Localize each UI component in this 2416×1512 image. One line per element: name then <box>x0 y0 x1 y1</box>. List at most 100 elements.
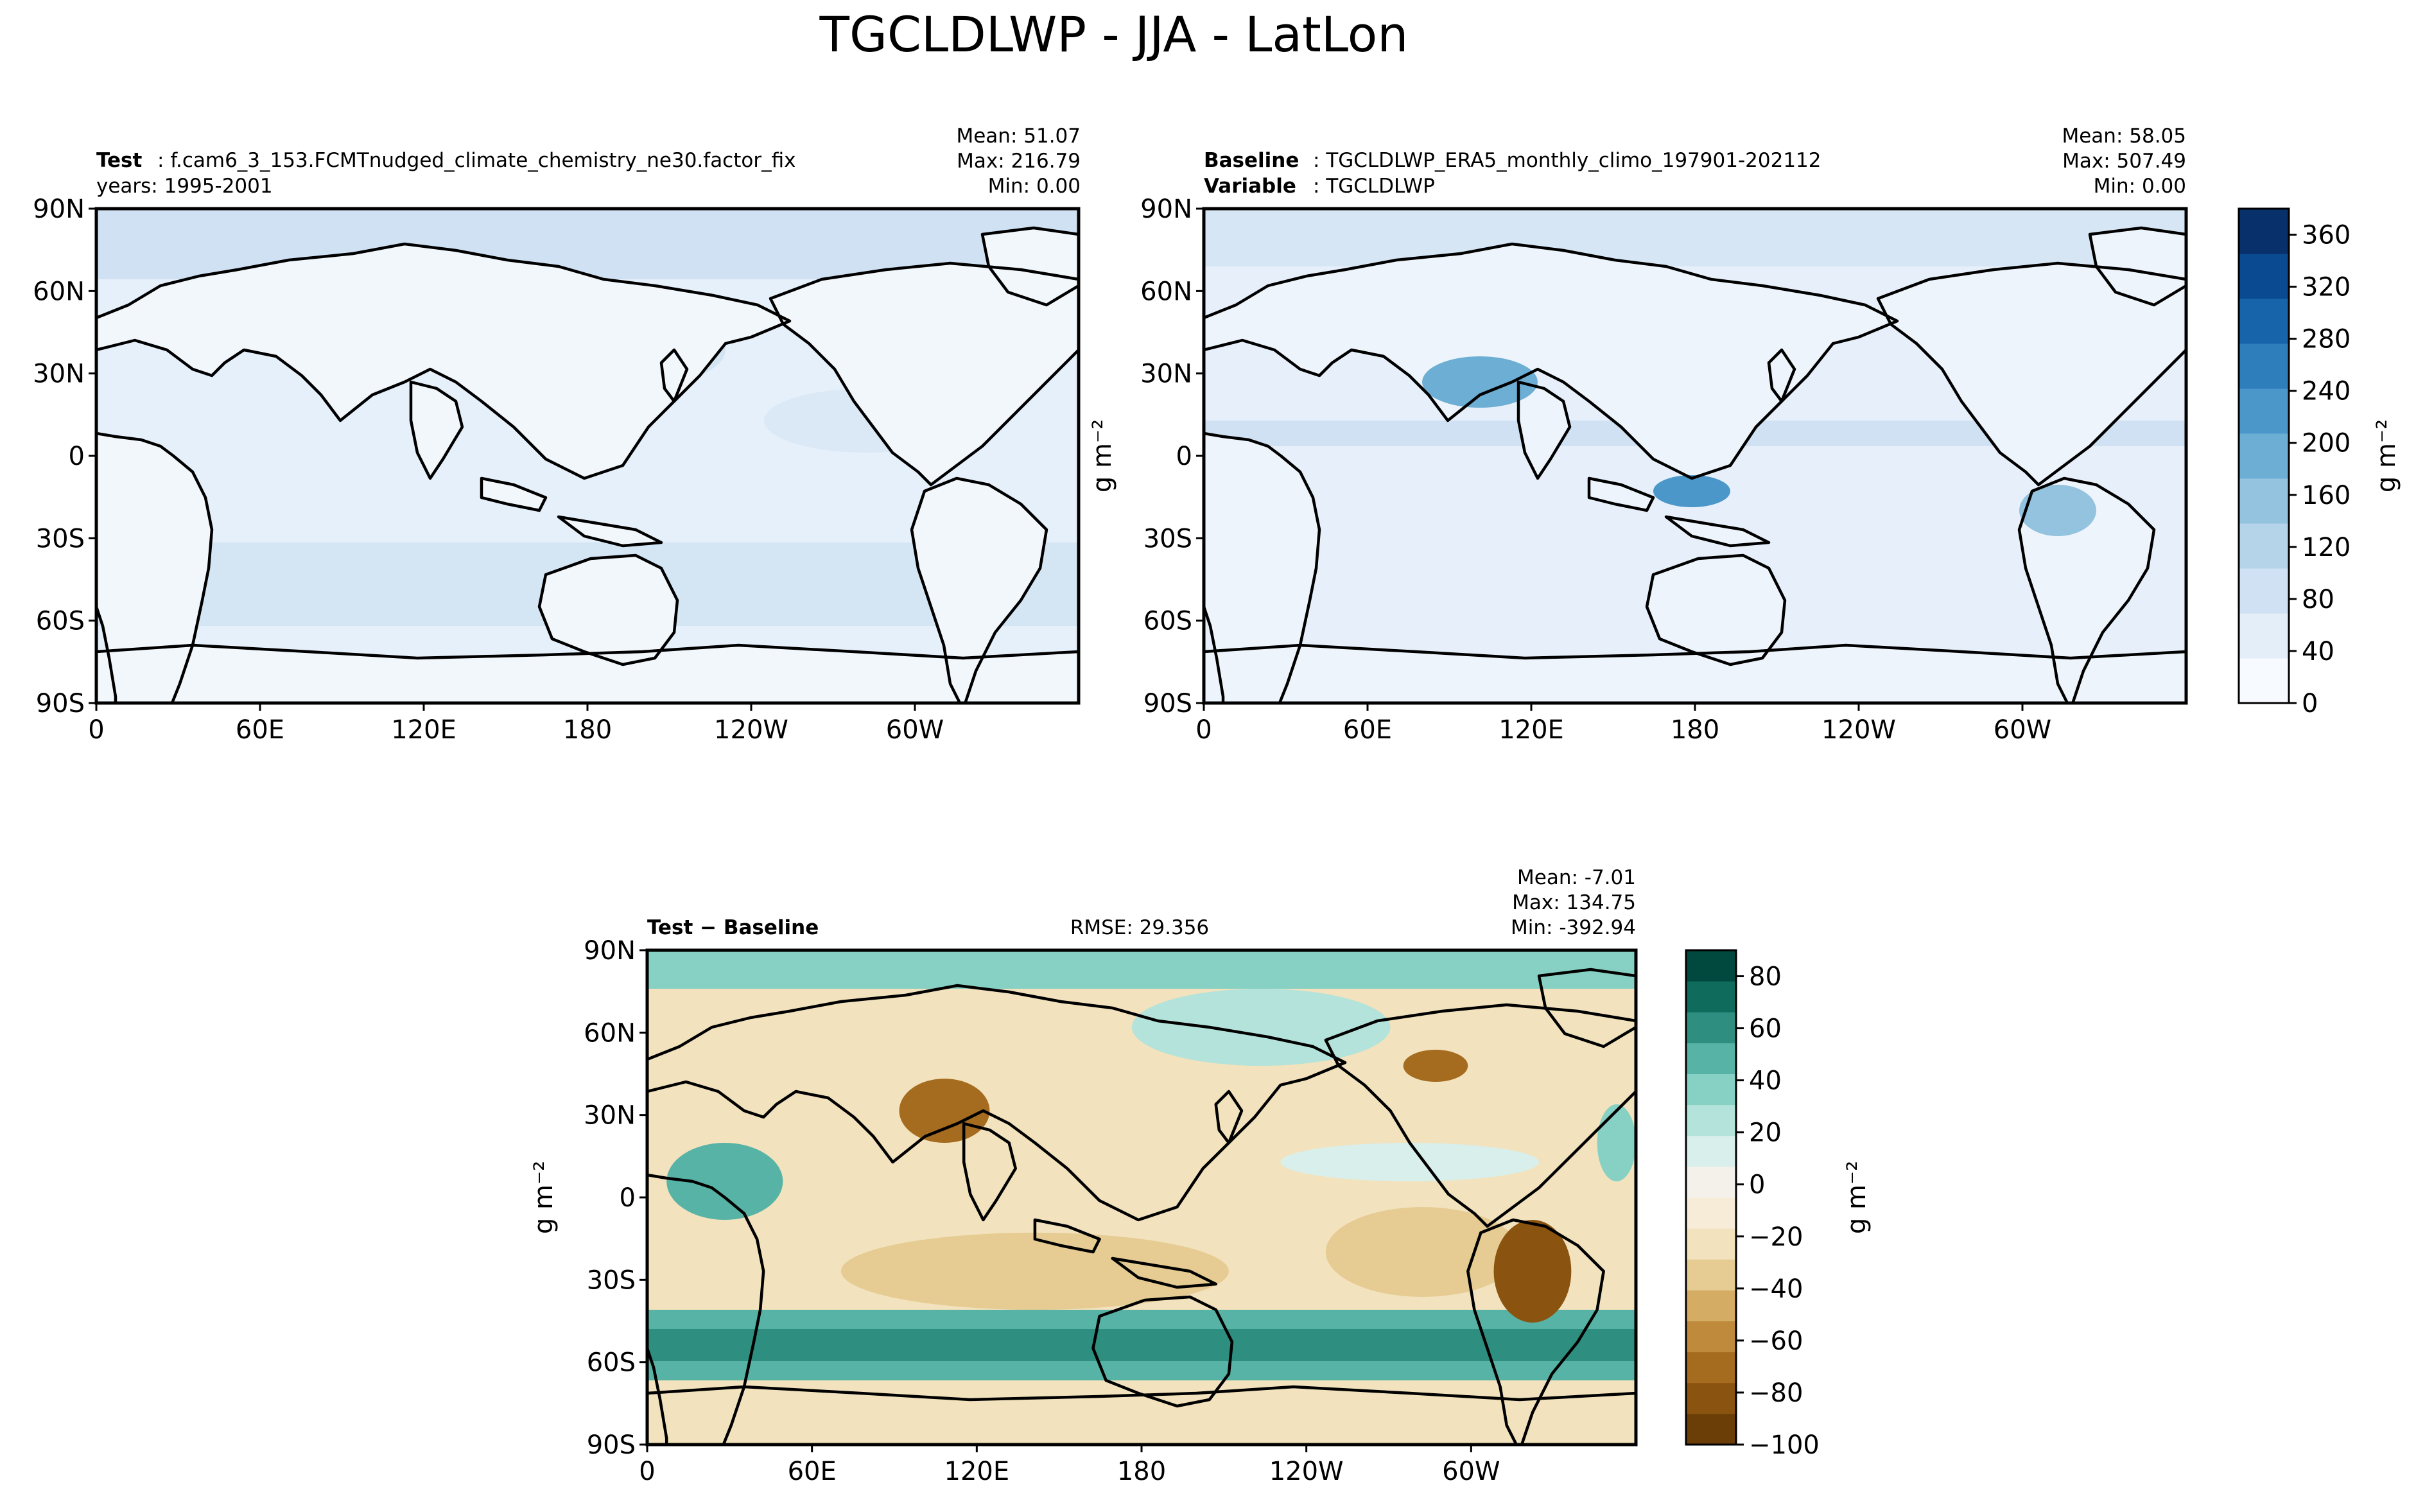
colorbar-top-tick-label: 360 <box>2302 221 2351 250</box>
baseline-ytick-label: 30N <box>1140 360 1192 389</box>
test-xtick-label: 120W <box>714 715 788 745</box>
baseline-ytick-label: 0 <box>1176 442 1192 471</box>
colorbar-top-tick-label: 200 <box>2302 429 2351 458</box>
baseline-xtick-label: 60E <box>1343 715 1392 745</box>
baseline-label-key: Baseline <box>1204 149 1299 172</box>
panel-baseline: Baseline : TGCLDLWP_ERA5_monthly_climo_1… <box>1088 125 2188 745</box>
colorbar-top-swatch <box>2239 254 2289 299</box>
diff-ylabel: g m⁻² <box>529 1161 559 1234</box>
test-years: years: 1995-2001 <box>96 175 273 198</box>
diff-ytick-label: 90S <box>587 1430 636 1460</box>
colorbar-top-swatch <box>2239 343 2289 389</box>
colorbar-diff-tick-label: −60 <box>1749 1326 1803 1356</box>
colorbar-diff-swatch <box>1686 1073 1736 1106</box>
colorbar-top: 0 40 80 120 160 200 240 280 320 360 <box>2238 207 2351 718</box>
colorbar-top-frame <box>2238 207 2290 704</box>
colorbar-diff-swatch <box>1686 1197 1736 1229</box>
test-ytick-label: 90N <box>33 195 85 224</box>
diff-mean: Mean: -7.01 <box>1517 866 1636 889</box>
diff-xtick-label: 180 <box>1117 1457 1166 1486</box>
colorbar-diff-label: g m⁻² <box>1842 1161 1872 1234</box>
diff-xtick-label: 60W <box>1442 1457 1500 1486</box>
baseline-variable-key: Variable <box>1204 175 1296 198</box>
baseline-ytick-label: 60S <box>1143 607 1192 636</box>
colorbar-top-swatch <box>2239 433 2289 479</box>
test-xtick-label: 120E <box>391 715 456 745</box>
baseline-label-value: : TGCLDLWP_ERA5_monthly_climo_197901-202… <box>1313 149 1821 172</box>
diff-min: Min: -392.94 <box>1511 916 1636 939</box>
diff-ytick-label: 30S <box>587 1265 636 1295</box>
colorbar-diff-swatch <box>1686 1166 1736 1198</box>
colorbar-top-swatch <box>2239 523 2289 569</box>
baseline-xtick-label: 180 <box>1671 715 1719 745</box>
colorbar-top-tick-label: 240 <box>2302 377 2351 406</box>
diff-ytick-label: 30N <box>584 1101 636 1131</box>
diff-label: Test − Baseline <box>647 916 819 939</box>
colorbar-diff-swatch <box>1686 1135 1736 1167</box>
diff-xtick-label: 120E <box>944 1457 1010 1486</box>
colorbar-diff-tick-label: 40 <box>1749 1066 1782 1096</box>
colorbar-diff-tick-label: −20 <box>1749 1222 1803 1252</box>
diff-map <box>647 950 1636 1445</box>
colorbar-diff-tick-label: 20 <box>1749 1118 1782 1148</box>
colorbar-diff-swatch <box>1686 1259 1736 1290</box>
colorbar-diff-swatch <box>1686 1321 1736 1353</box>
colorbar-top-swatch <box>2239 568 2289 614</box>
test-xtick-label: 60W <box>886 715 944 745</box>
test-min: Min: 0.00 <box>988 175 1081 198</box>
baseline-ylabel: g m⁻² <box>1088 419 1117 492</box>
baseline-xtick-label: 120E <box>1499 715 1564 745</box>
colorbar-diff-swatch <box>1686 1228 1736 1260</box>
baseline-ytick-label: 90N <box>1140 195 1192 224</box>
colorbar-diff-swatch <box>1686 1382 1736 1414</box>
baseline-ytick-label: 60N <box>1140 277 1192 306</box>
colorbar-top-swatch <box>2239 209 2289 254</box>
colorbar-diff: −100 −80 −60 −40 −20 0 20 40 60 80 <box>1685 949 1820 1460</box>
colorbar-top-label: g m⁻² <box>2372 419 2401 492</box>
colorbar-top-swatch <box>2239 478 2289 524</box>
panel-test: Test : f.cam6_3_153.FCMTnudged_climate_c… <box>33 125 1081 745</box>
colorbar-top-tick-label: 320 <box>2302 273 2351 302</box>
test-xtick-label: 60E <box>236 715 284 745</box>
colorbar-top-swatch <box>2239 613 2289 659</box>
colorbar-top-tick-label: 120 <box>2302 533 2351 562</box>
baseline-max: Max: 507.49 <box>2062 150 2186 173</box>
baseline-mean: Mean: 58.05 <box>2062 125 2186 148</box>
colorbar-top-tick-label: 160 <box>2302 481 2351 510</box>
baseline-xtick-label: 120W <box>1821 715 1896 745</box>
baseline-map <box>1204 209 2186 703</box>
diff-ytick-label: 60S <box>587 1348 636 1378</box>
panel-diff: Test − Baseline RMSE: 29.356 Mean: -7.01… <box>529 866 1638 1486</box>
baseline-xtick-label: 0 <box>1195 715 1212 745</box>
diff-xtick-label: 0 <box>639 1457 655 1486</box>
baseline-xtick-label: 60W <box>1994 715 2051 745</box>
colorbar-diff-swatch <box>1686 1104 1736 1136</box>
diff-rmse: RMSE: 29.356 <box>1070 916 1209 939</box>
test-ytick-label: 60S <box>36 607 85 636</box>
test-label-value: : f.cam6_3_153.FCMTnudged_climate_chemis… <box>157 149 795 172</box>
colorbar-top-swatch <box>2239 658 2289 704</box>
diff-ytick-label: 0 <box>620 1183 636 1213</box>
colorbar-diff-frame <box>1685 949 1737 1446</box>
colorbar-top-tick-label: 0 <box>2302 689 2318 718</box>
test-ytick-label: 0 <box>69 442 85 471</box>
test-label-key: Test <box>96 149 143 172</box>
diff-xtick-label: 60E <box>788 1457 837 1486</box>
colorbar-top-swatch <box>2239 388 2289 434</box>
test-ytick-label: 60N <box>33 277 85 306</box>
colorbar-diff-swatch <box>1686 950 1736 982</box>
baseline-min: Min: 0.00 <box>2094 175 2186 198</box>
test-ytick-label: 90S <box>36 689 85 718</box>
diff-ytick-label: 60N <box>584 1018 636 1048</box>
colorbar-top-swatch <box>2239 299 2289 344</box>
figure-title: TGCLDLWP - JJA - LatLon <box>819 6 1409 63</box>
colorbar-top-tick-label: 280 <box>2302 325 2351 354</box>
test-ytick-label: 30S <box>36 524 85 553</box>
diff-ytick-label: 90N <box>584 936 636 966</box>
test-xtick-label: 0 <box>88 715 104 745</box>
colorbar-diff-swatch <box>1686 981 1736 1012</box>
